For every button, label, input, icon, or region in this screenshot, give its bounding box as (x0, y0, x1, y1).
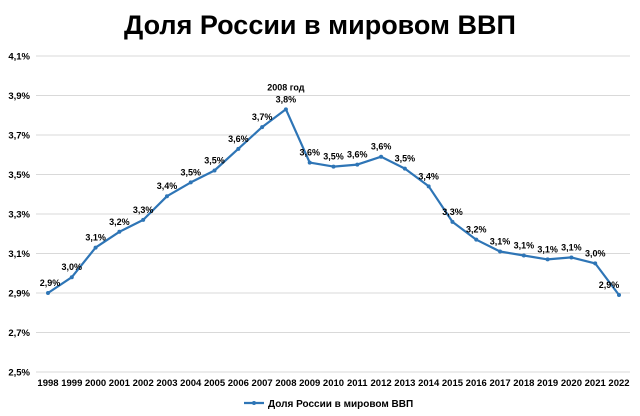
legend: Доля России в мировом ВВП (244, 399, 413, 410)
data-label: 3,4% (418, 171, 439, 181)
x-tick-label: 2017 (489, 378, 510, 389)
data-label: 3,2% (109, 217, 130, 227)
data-label: 3,6% (347, 150, 368, 160)
data-point (379, 154, 384, 159)
data-label: 3,5% (204, 156, 225, 166)
x-tick-label: 2008 (275, 378, 296, 389)
annotations: 2008 год (267, 82, 305, 92)
legend-label: Доля России в мировом ВВП (268, 399, 413, 410)
data-point (331, 164, 336, 169)
data-label: 2,9% (40, 278, 61, 288)
y-tick-label: 3,3% (8, 210, 30, 221)
chart-title: Доля России в мировом ВВП (124, 10, 516, 40)
data-point (46, 291, 50, 295)
data-point (593, 261, 598, 266)
x-tick-label: 1998 (37, 378, 58, 389)
data-point (426, 184, 431, 189)
data-label: 3,5% (323, 152, 344, 162)
data-label: 3,1% (490, 237, 511, 247)
x-tick-label: 2014 (418, 378, 440, 389)
data-point (450, 219, 455, 224)
data-point (569, 255, 574, 260)
x-tick-label: 2021 (585, 378, 607, 389)
data-label: 3,5% (180, 167, 201, 177)
data-label: 3,7% (252, 112, 273, 122)
data-label: 3,1% (514, 240, 535, 250)
data-point (617, 292, 621, 297)
data-point (141, 217, 146, 222)
series-group (47, 108, 620, 296)
data-point (545, 257, 550, 262)
annotation-label: 2008 год (267, 82, 305, 92)
x-tick-label: 2015 (442, 378, 464, 389)
x-tick-label: 2007 (252, 378, 273, 389)
data-point (260, 125, 265, 130)
data-point (498, 249, 503, 254)
data-point (69, 275, 74, 280)
data-label: 2,9% (599, 280, 620, 290)
x-tick-label: 2016 (466, 378, 487, 389)
data-label: 3,0% (585, 248, 606, 258)
data-point (188, 180, 193, 185)
y-tick-label: 4,1% (8, 52, 30, 63)
x-tick-label: 2009 (299, 378, 320, 389)
x-tick-label: 1999 (61, 378, 82, 389)
data-label: 3,0% (62, 262, 83, 272)
data-point (164, 194, 169, 199)
data-label: 3,6% (299, 148, 320, 158)
x-tick-label: 2006 (228, 378, 249, 389)
x-tick-label: 2003 (156, 378, 177, 389)
x-tick-label: 2022 (608, 378, 629, 389)
legend-marker (252, 401, 256, 405)
x-tick-label: 2019 (537, 378, 558, 389)
data-label: 3,5% (395, 154, 416, 164)
x-tick-label: 2020 (561, 378, 582, 389)
x-tick-label: 2004 (180, 378, 202, 389)
x-tick-label: 2012 (371, 378, 392, 389)
data-point (307, 160, 312, 165)
y-tick-label: 3,7% (8, 131, 30, 142)
x-tick-label: 2005 (204, 378, 226, 389)
data-points (46, 107, 621, 297)
x-tick-label: 2018 (513, 378, 534, 389)
series-line (47, 108, 620, 296)
data-point (212, 168, 217, 173)
data-point (355, 162, 360, 167)
data-point (474, 237, 479, 242)
data-point (236, 146, 241, 151)
data-label: 3,1% (561, 242, 582, 252)
y-tick-label: 3,5% (8, 170, 30, 181)
data-label: 3,8% (276, 94, 297, 104)
x-tick-label: 2000 (85, 378, 106, 389)
y-tick-label: 3,9% (8, 91, 30, 102)
y-tick-label: 3,1% (8, 249, 30, 260)
data-point (402, 166, 407, 171)
data-label: 3,3% (442, 207, 463, 217)
data-label: 3,6% (371, 142, 392, 152)
data-label: 3,4% (157, 181, 178, 191)
y-axis-ticks: 2,5% 2,7% 2,9% 3,1% 3,3% 3,5% 3,7% 3,9% 4,1% (8, 52, 30, 379)
x-tick-label: 2011 (347, 378, 368, 389)
data-point (521, 253, 526, 258)
data-labels: 2,9%3,0%3,1%3,2%3,3%3,4%3,5%3,5%3,6%3,7%… (40, 94, 620, 290)
data-label: 3,6% (228, 134, 249, 144)
data-label: 3,1% (85, 233, 106, 243)
y-tick-label: 2,9% (8, 289, 30, 300)
data-point (117, 229, 122, 234)
x-axis-ticks: 1998 1999 2000 2001 2002 2003 2004 2005 2006 2007… (37, 378, 629, 389)
data-point (283, 107, 288, 112)
data-label: 3,2% (466, 225, 487, 235)
y-tick-label: 2,5% (8, 368, 30, 379)
grid-lines (36, 55, 630, 373)
x-tick-label: 2001 (109, 378, 131, 389)
data-label: 3,3% (133, 205, 154, 215)
data-point (93, 245, 98, 250)
data-label: 3,1% (537, 244, 558, 254)
x-tick-label: 2002 (133, 378, 154, 389)
x-tick-label: 2013 (394, 378, 415, 389)
x-tick-label: 2010 (323, 378, 344, 389)
y-tick-label: 2,7% (8, 328, 30, 339)
